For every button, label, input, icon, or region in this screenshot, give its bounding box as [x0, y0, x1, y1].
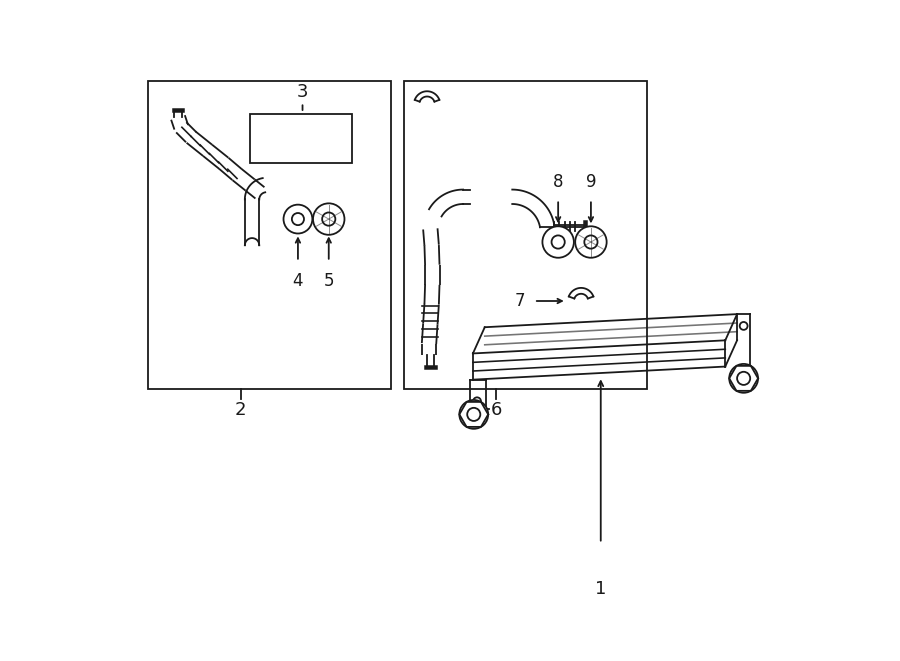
Text: 5: 5: [323, 272, 334, 290]
Text: 4: 4: [292, 272, 303, 290]
Circle shape: [575, 226, 607, 258]
Circle shape: [543, 226, 574, 258]
Text: 1: 1: [595, 580, 607, 598]
Text: 3: 3: [297, 83, 309, 101]
Circle shape: [729, 364, 758, 393]
Text: 8: 8: [553, 173, 563, 191]
Bar: [148, 81, 391, 389]
Text: 7: 7: [515, 292, 526, 310]
Bar: [404, 81, 646, 389]
Circle shape: [459, 400, 488, 429]
Text: 6: 6: [491, 401, 502, 419]
Circle shape: [284, 205, 312, 233]
Bar: [250, 114, 352, 163]
Text: 2: 2: [235, 401, 247, 419]
Text: 9: 9: [586, 173, 596, 191]
Circle shape: [313, 204, 345, 235]
